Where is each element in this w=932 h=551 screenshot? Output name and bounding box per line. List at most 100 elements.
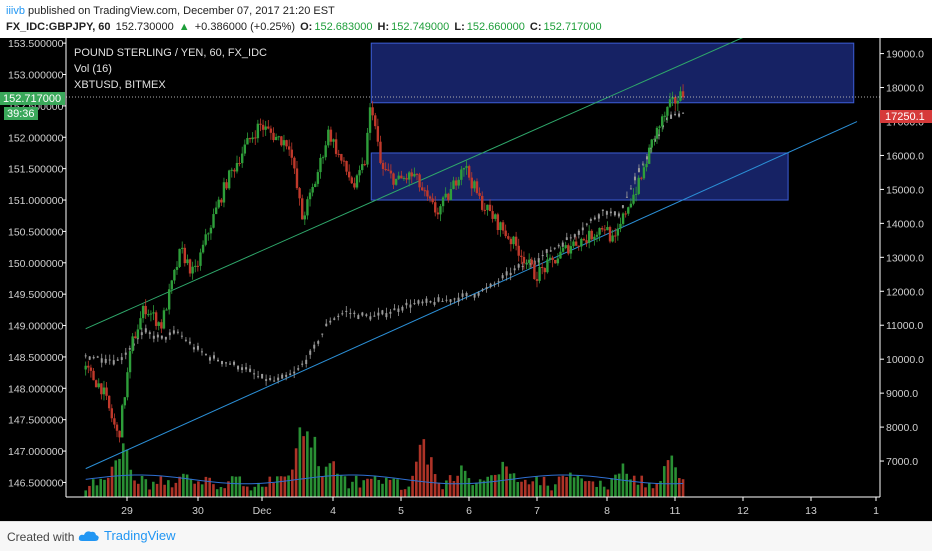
gbpjpy-candle <box>194 265 197 267</box>
gbpjpy-candle <box>676 100 680 104</box>
xbtusd-candle <box>457 297 460 302</box>
xbtusd-candle <box>437 297 440 302</box>
xbtusd-candle <box>421 301 424 304</box>
volume-bar <box>133 480 136 497</box>
gbpjpy-candle <box>366 132 369 165</box>
gbpjpy-candle <box>397 175 400 179</box>
gbpjpy-candle <box>188 259 192 274</box>
volume-bar <box>554 484 557 497</box>
right-axis-tick-label: 13000.0 <box>886 252 924 264</box>
gbpjpy-candle <box>274 136 278 141</box>
volume-bar <box>674 467 677 497</box>
gbpjpy-candle <box>287 146 291 150</box>
gbpjpy-candle <box>107 395 111 409</box>
volume-bar <box>426 464 429 497</box>
gbpjpy-candle <box>645 163 648 168</box>
volume-bar <box>159 476 163 497</box>
left-time-badge <box>4 107 38 120</box>
gbpjpy-candle <box>259 123 262 125</box>
xbtusd-candle <box>124 352 127 355</box>
volume-bar <box>373 476 377 497</box>
gbpjpy-candle <box>488 204 492 212</box>
publish-line: iiivb published on TradingView.com, Dece… <box>6 5 335 17</box>
gbpjpy-candle <box>212 214 215 228</box>
volume-bar <box>441 489 444 497</box>
gbpjpy-candle <box>149 313 153 315</box>
gbpjpy-candle <box>520 255 523 257</box>
xbtusd-candle <box>237 366 240 370</box>
xbtusd-candle <box>561 242 564 247</box>
gbpjpy-candle <box>587 230 591 243</box>
gbpjpy-candle <box>567 245 570 254</box>
gbpjpy-candle <box>220 199 223 203</box>
left-price-badge-text: 152.717000 <box>3 93 61 105</box>
right-price-badge <box>880 110 932 123</box>
volume-bar <box>362 480 366 497</box>
volume-bar <box>208 477 211 497</box>
right-axis-tick-label: 9000.0 <box>886 388 918 400</box>
gbpjpy-candle <box>491 211 494 219</box>
volume-bar <box>493 474 497 497</box>
volume-bar <box>110 466 114 497</box>
xbtusd-candle <box>353 312 356 315</box>
gbpjpy-candle <box>280 136 283 146</box>
gbpjpy-candle <box>653 138 656 140</box>
gbpjpy-candle <box>345 161 348 172</box>
chart-svg[interactable]: 153.500000153.000000152.500000152.000000… <box>0 38 932 521</box>
gbpjpy-candle <box>347 171 351 178</box>
gbpjpy-candle <box>350 177 353 184</box>
volume-bar <box>148 489 151 497</box>
volume-bar <box>617 473 621 497</box>
gbpjpy-candle <box>548 257 552 260</box>
volume-bar <box>501 461 505 497</box>
volume-bar <box>332 461 335 497</box>
xbtusd-candle <box>277 377 280 381</box>
volume-bar <box>170 487 174 497</box>
xbtusd-candle <box>88 356 91 360</box>
volume-bar <box>84 490 87 497</box>
tradingview-logo[interactable]: TradingView <box>78 528 176 543</box>
volume-bar <box>520 481 523 497</box>
xbtusd-candle <box>373 315 376 317</box>
gbpjpy-candle <box>400 175 403 179</box>
left-time-badge-text: 39:36 <box>7 108 35 120</box>
right-axis-tick-label: 7000.0 <box>886 456 918 468</box>
volume-bar <box>475 482 478 497</box>
xbtusd-candle <box>333 318 336 320</box>
volume-bar <box>482 480 486 497</box>
gbpjpy-candle <box>499 222 502 231</box>
gbpjpy-candle <box>608 227 612 242</box>
xbtusd-candle <box>409 304 412 308</box>
change-value: +0.386000 (+0.25%) <box>194 21 296 33</box>
xbtusd-candle <box>172 330 175 334</box>
author-link[interactable]: iiivb <box>6 5 25 17</box>
gbpjpy-candle <box>666 106 669 116</box>
volume-bar <box>659 481 662 497</box>
low-label: L: <box>454 21 465 33</box>
gbpjpy-candle <box>564 245 567 249</box>
volume-bar <box>129 469 133 497</box>
gbpjpy-candle <box>113 418 116 425</box>
volume-bar <box>95 485 99 497</box>
gbpjpy-candle <box>483 209 487 211</box>
gbpjpy-candle <box>384 168 387 170</box>
volume-bar <box>388 479 392 497</box>
volume-bar <box>392 478 396 497</box>
gbpjpy-candle <box>569 246 573 254</box>
xbtusd-candle <box>481 289 484 291</box>
right-axis-tick-label: 8000.0 <box>886 422 918 434</box>
gbpjpy-candle <box>663 115 667 117</box>
volume-bar <box>486 476 489 497</box>
volume-bar <box>505 466 508 497</box>
xbtusd-candle <box>188 341 191 344</box>
gbpjpy-candle <box>147 314 150 316</box>
volume-bar <box>640 475 644 497</box>
chart-area[interactable]: 153.500000 153.000000 152.500000 152.000000… <box>0 38 932 521</box>
left-axis-tick-label: 151.000000 <box>8 195 64 207</box>
volume-bar <box>167 480 170 497</box>
gbpjpy-candle <box>504 230 507 237</box>
channel-line <box>85 121 858 470</box>
xbtusd-candle <box>128 348 131 350</box>
volume-bar <box>136 483 140 497</box>
gbpjpy-candle <box>165 309 168 311</box>
